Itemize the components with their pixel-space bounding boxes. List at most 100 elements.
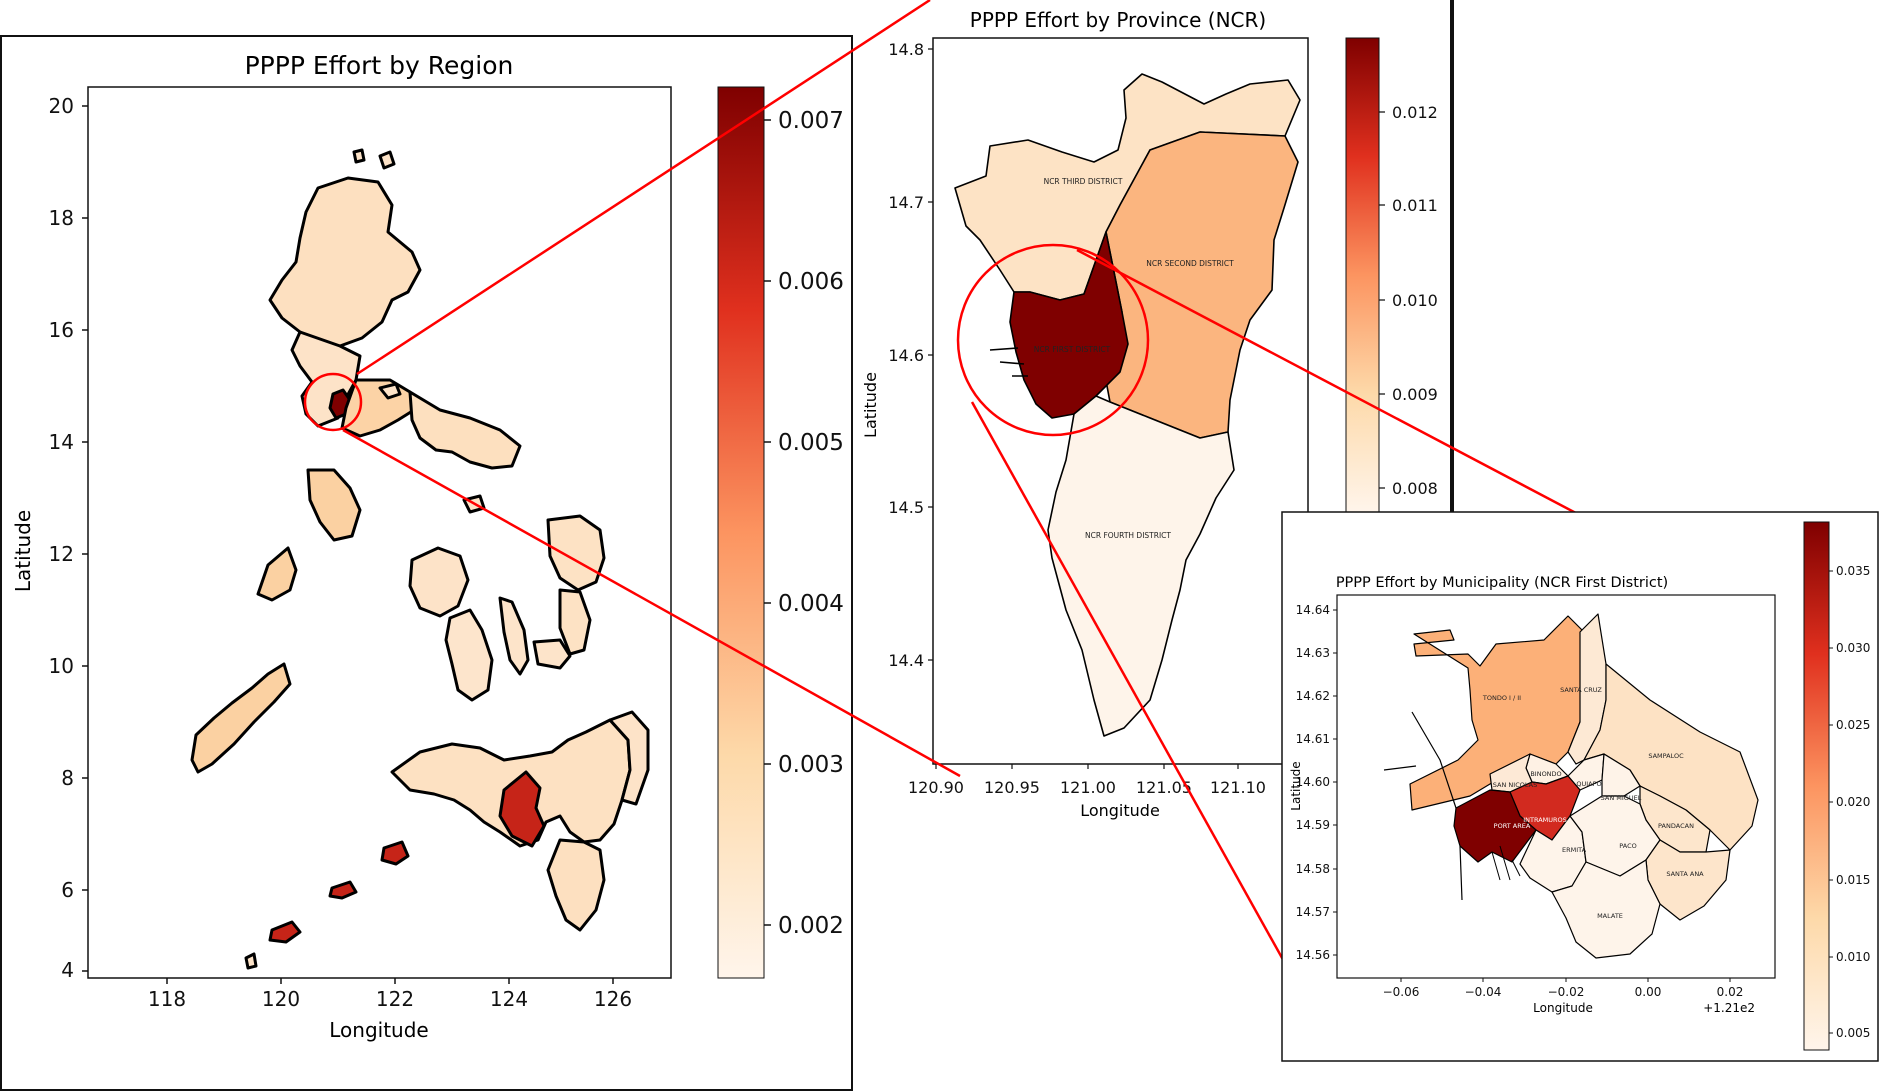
province-ytick-label: 14.7: [888, 193, 924, 212]
province-cbar-label: 0.011: [1392, 196, 1438, 215]
muni-label: SANTA CRUZ: [1560, 686, 1602, 694]
municipality-y-axis: 14.56 14.57 14.58 14.59 14.60 14.61 14.6…: [1296, 603, 1337, 962]
muni-label: PORT AREA: [1494, 822, 1531, 830]
muni-label: BINONDO: [1530, 770, 1561, 778]
muni-xtick-marks: [1400, 978, 1731, 982]
region-northern-mindanao-red: [498, 770, 546, 848]
municipality-title: PPPP Effort by Municipality (NCR First D…: [1336, 575, 1668, 591]
muni-cbar-marks: [1829, 570, 1833, 1034]
muni-label: SAMPALOC: [1648, 752, 1684, 760]
muni-label: PACO: [1619, 842, 1637, 850]
province-y-axis: 14.4 14.5 14.6 14.7 14.8: [888, 40, 933, 670]
region-calamian: [256, 546, 298, 602]
muni-label: SANTA ANA: [1666, 870, 1704, 878]
region-luzon-north: [268, 176, 422, 348]
muni-ytick-marks: [1333, 609, 1337, 956]
muni-xtick-label: −0.02: [1548, 985, 1585, 999]
province-district-labels: NCR THIRD DISTRICT NCR SECOND DISTRICT N…: [1034, 177, 1234, 540]
region-ytick-label: 4: [61, 958, 74, 982]
region-cbar-label: 0.007: [778, 108, 844, 134]
muni-cbar-label: 0.005: [1836, 1026, 1870, 1040]
province-panel-divider: [1450, 0, 1454, 512]
region-colorbar-ticks: 0.002 0.003 0.004 0.005 0.006 0.007: [764, 108, 844, 939]
muni-ytick-label: 14.61: [1296, 732, 1330, 746]
region-panay: [408, 546, 470, 618]
region-palawan: [190, 662, 292, 774]
connector-province-to-municipality-bottom: [970, 401, 1322, 1027]
muni-cbar-label: 0.030: [1836, 641, 1870, 655]
province-first-district: [1009, 231, 1129, 419]
province-label-third: NCR THIRD DISTRICT: [1044, 177, 1123, 186]
region-isle-a: [378, 150, 396, 170]
region-title: PPPP Effort by Region: [245, 51, 514, 80]
region-ylabel: Latitude: [11, 510, 35, 592]
province-map: [954, 73, 1301, 737]
muni-label: MALATE: [1597, 912, 1623, 920]
province-coastline: [989, 347, 1028, 377]
region-zoom-circle: [303, 372, 363, 432]
municipality-map: [1383, 613, 1759, 959]
province-label-fourth: NCR FOURTH DISTRICT: [1085, 531, 1171, 540]
region-samar: [546, 514, 606, 592]
muni-label: ERMITA: [1562, 846, 1587, 854]
region-isle-b: [352, 148, 366, 164]
province-ytick-label: 14.4: [888, 651, 924, 670]
municipality-ylabel: Latitude: [1289, 761, 1303, 810]
province-xtick-marks: [935, 764, 1239, 769]
muni-ytick-label: 14.62: [1296, 689, 1330, 703]
muni-malate: [1551, 859, 1661, 959]
region-ytick-label: 16: [49, 318, 74, 342]
province-xtick-label: 121.10: [1210, 778, 1266, 797]
municipality-place-labels: TONDO I / II SANTA CRUZ SAMPALOC BINONDO…: [1482, 686, 1704, 920]
region-sulu-3: [268, 920, 302, 944]
zoom-connectors: [342, 0, 1666, 1027]
region-cbar-label: 0.002: [778, 913, 844, 939]
muni-label: SAN MIGUEL: [1601, 794, 1642, 802]
province-cbar-label: 0.012: [1392, 103, 1438, 122]
municipality-x-offset: +1.21e2: [1703, 1001, 1755, 1015]
province-cbar-label: 0.009: [1392, 385, 1438, 404]
muni-label: PANDACAN: [1658, 822, 1694, 830]
region-ytick-marks: [82, 105, 88, 972]
province-x-axis: 120.90 120.95 121.00 121.05 121.10: [908, 764, 1266, 797]
muni-label: SAN NICOLAS: [1493, 781, 1537, 789]
muni-port-piers: [1491, 845, 1521, 881]
muni-bay-lines: [1383, 711, 1463, 901]
region-ytick-label: 14: [49, 430, 74, 454]
region-ytick-label: 8: [61, 766, 74, 790]
region-caraga: [608, 710, 650, 806]
region-xlabel: Longitude: [329, 1018, 428, 1042]
muni-ytick-label: 14.58: [1296, 862, 1330, 876]
region-panel: PPPP Effort by Region: [0, 35, 853, 1091]
region-xtick-label: 126: [594, 987, 632, 1011]
region-xtick-label: 120: [262, 987, 300, 1011]
muni-ytick-label: 14.64: [1296, 603, 1330, 617]
connector-region-to-province-top: [356, 0, 931, 376]
muni-xtick-label: 0.02: [1717, 985, 1744, 999]
region-ytick-label: 6: [61, 878, 74, 902]
region-xtick-label: 122: [376, 987, 414, 1011]
region-negros: [444, 608, 494, 702]
muni-cbar-label: 0.025: [1836, 718, 1870, 732]
province-colorbar: [1345, 37, 1380, 513]
region-x-axis: 118 120 122 124 126: [148, 978, 632, 1011]
province-xtick-label: 121.00: [1060, 778, 1116, 797]
province-colorbar-ticks: 0.008 0.009 0.010 0.011 0.012: [1379, 103, 1438, 498]
region-bohol: [532, 638, 572, 670]
region-cbar-marks: [764, 119, 771, 926]
region-ytick-label: 10: [49, 654, 74, 678]
muni-cbar-label: 0.020: [1836, 795, 1870, 809]
muni-xtick-label: −0.04: [1465, 985, 1502, 999]
province-label-second: NCR SECOND DISTRICT: [1146, 259, 1234, 268]
muni-label: INTRAMUROS: [1523, 816, 1567, 824]
province-panel: PPPP Effort by Province (NCR) NCR THIRD …: [861, 0, 1454, 820]
province-label-first: NCR FIRST DISTRICT: [1034, 345, 1111, 354]
region-xtick-label: 124: [490, 987, 528, 1011]
province-xtick-label: 120.90: [908, 778, 964, 797]
muni-ytick-label: 14.63: [1296, 646, 1330, 660]
municipality-panel: PPPP Effort by Municipality (NCR First D…: [1281, 511, 1879, 1062]
province-ytick-marks: [928, 48, 933, 661]
province-cbar-marks: [1379, 111, 1385, 489]
region-sulu-2: [328, 880, 358, 900]
region-bicol: [408, 390, 522, 470]
